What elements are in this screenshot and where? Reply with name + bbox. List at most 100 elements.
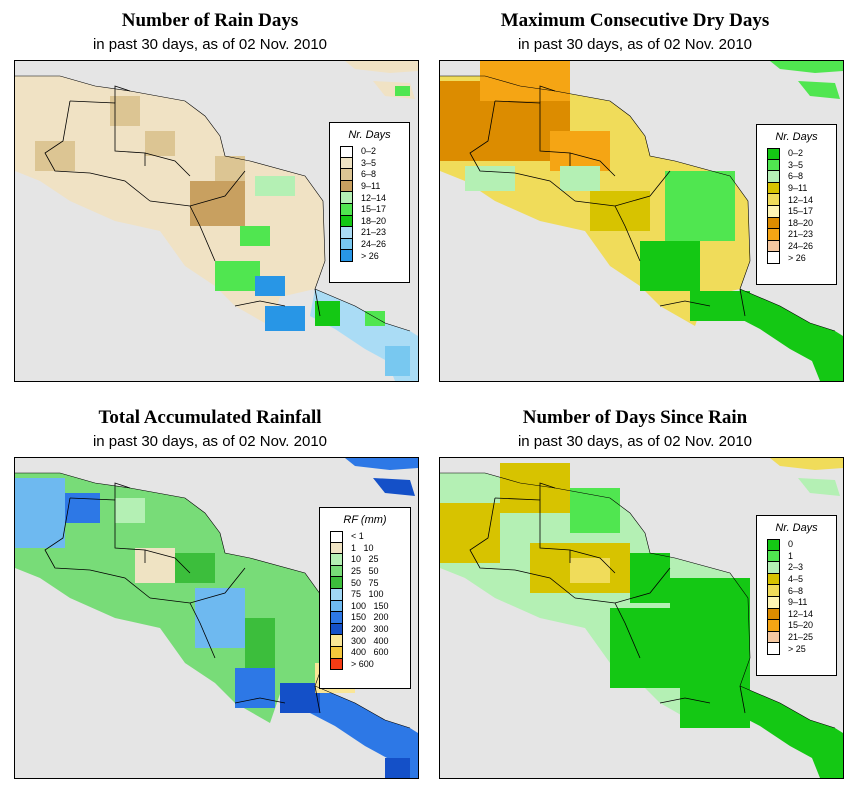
panel-rain-days: Number of Rain Days in past 30 days, as …	[0, 0, 420, 390]
precip-patches	[440, 463, 750, 728]
legend-swatch	[767, 562, 780, 574]
legend-label: 21–23	[788, 229, 814, 240]
legend-swatch	[330, 577, 343, 589]
legend-label: 12–14	[788, 194, 814, 205]
legend-label: 1 10	[351, 542, 374, 553]
panel-title: Maximum Consecutive Dry Days	[500, 10, 770, 31]
legend-label: > 26	[361, 250, 379, 261]
panel-total-rainfall: Total Accumulated Rainfall in past 30 da…	[0, 397, 420, 787]
legend-label: 6–8	[788, 171, 804, 182]
panel-subtitle: in past 30 days, as of 02 Nov. 2010	[92, 433, 328, 450]
legend-item: 0–2	[757, 148, 836, 160]
legend-label: 0	[788, 539, 794, 550]
legend-swatch	[340, 157, 353, 170]
legend-item: > 600	[320, 658, 410, 671]
panel-max-dry-days: Maximum Consecutive Dry Days in past 30 …	[425, 0, 845, 390]
legend-swatch	[767, 573, 780, 586]
legend-item: 21–23	[330, 227, 409, 239]
legend-item: 21–25	[757, 631, 836, 644]
legend-label: 24–26	[361, 239, 387, 250]
coastline	[15, 75, 411, 332]
legend-label: 200 300	[351, 624, 389, 635]
country-borders	[469, 482, 746, 714]
legend-label: 15–20	[788, 620, 814, 631]
legend: Nr. Days 0 1 2–3 4–5 6–8 9–11 12–14 15–20 21–25 >…	[756, 515, 837, 676]
legend-item: 2–3	[757, 562, 836, 574]
map-canvas	[15, 61, 418, 381]
legend-item: 1 10	[320, 542, 410, 555]
legend-label: > 25	[788, 643, 806, 654]
legend-label: 150 200	[351, 612, 389, 623]
legend-label: 0–2	[361, 146, 377, 157]
legend-label: 25 50	[351, 566, 379, 577]
legend-swatch	[330, 623, 343, 636]
legend-swatch	[330, 542, 343, 555]
legend-swatch	[330, 635, 343, 647]
coastline	[15, 472, 411, 729]
legend-label: 75 100	[351, 589, 384, 600]
legend-item: 15–17	[757, 205, 836, 218]
legend-swatch	[767, 229, 780, 241]
legend: Nr. Days 0–2 3–5 6–8 9–11 12–14 15–17 18–20 21–…	[756, 124, 837, 285]
legend-label: 50 75	[351, 577, 379, 588]
legend-swatch	[340, 227, 353, 239]
map-canvas	[440, 61, 843, 381]
legend-item: 9–11	[330, 180, 409, 193]
legend-label: 9–11	[788, 183, 808, 194]
legend-label: 6–8	[788, 585, 804, 596]
country-borders	[469, 85, 746, 317]
legend-swatch	[340, 238, 353, 251]
legend-item: 3–5	[757, 159, 836, 172]
legend-title: Nr. Days	[775, 522, 818, 534]
legend-swatch	[340, 146, 353, 158]
legend-item: 300 400	[320, 635, 410, 647]
legend-swatch	[330, 646, 343, 659]
panel-subtitle: in past 30 days, as of 02 Nov. 2010	[517, 36, 753, 53]
legend-item: 4–5	[757, 573, 836, 586]
legend-item: 24–26	[757, 240, 836, 253]
legend-label: 12–14	[788, 608, 814, 619]
legend: Nr. Days 0–2 3–5 6–8 9–11 12–14 15–17 18–20 21–…	[329, 122, 410, 283]
legend-title: Nr. Days	[775, 131, 818, 143]
legend-item: 24–26	[330, 238, 409, 251]
map-canvas	[440, 458, 843, 778]
legend-item: 12–14	[757, 194, 836, 206]
legend-item: 9–11	[757, 596, 836, 609]
legend-swatch	[767, 148, 780, 160]
legend-swatch	[767, 217, 780, 230]
panel-title: Number of Days Since Rain	[522, 407, 748, 428]
legend-swatch	[767, 620, 780, 632]
legend-swatch	[340, 180, 353, 193]
legend-item: 6–8	[757, 585, 836, 597]
legend-item: 1	[757, 550, 836, 563]
coastline	[440, 75, 836, 332]
legend-item: 12–14	[757, 608, 836, 621]
legend-label: 300 400	[351, 635, 389, 646]
legend-item: 3–5	[330, 157, 409, 170]
legend-label: 6–8	[361, 169, 377, 180]
legend-item: 18–20	[330, 215, 409, 228]
legend-swatch	[767, 182, 780, 195]
legend-item: 75 100	[320, 588, 410, 601]
legend-item: 6–8	[330, 169, 409, 181]
legend-item: 9–11	[757, 182, 836, 195]
legend-label: 21–23	[361, 227, 387, 238]
precip-patches	[440, 61, 750, 321]
legend-item: 15–20	[757, 620, 836, 632]
legend-label: 3–5	[788, 159, 804, 170]
legend-swatch	[767, 205, 780, 218]
panel-subtitle: in past 30 days, as of 02 Nov. 2010	[92, 36, 328, 53]
map-days-since-rain[interactable]	[439, 457, 844, 779]
legend-label: 12–14	[361, 192, 387, 203]
legend-title: Nr. Days	[348, 129, 391, 141]
legend-item: > 25	[757, 643, 836, 655]
legend-swatch	[340, 215, 353, 228]
legend-item: > 26	[330, 250, 409, 262]
legend-swatch	[767, 585, 780, 597]
legend-label: 24–26	[788, 241, 814, 252]
legend-item: 10 25	[320, 554, 410, 566]
panel-subtitle: in past 30 days, as of 02 Nov. 2010	[517, 433, 753, 450]
legend-item: 400 600	[320, 646, 410, 659]
legend-swatch	[330, 612, 343, 624]
